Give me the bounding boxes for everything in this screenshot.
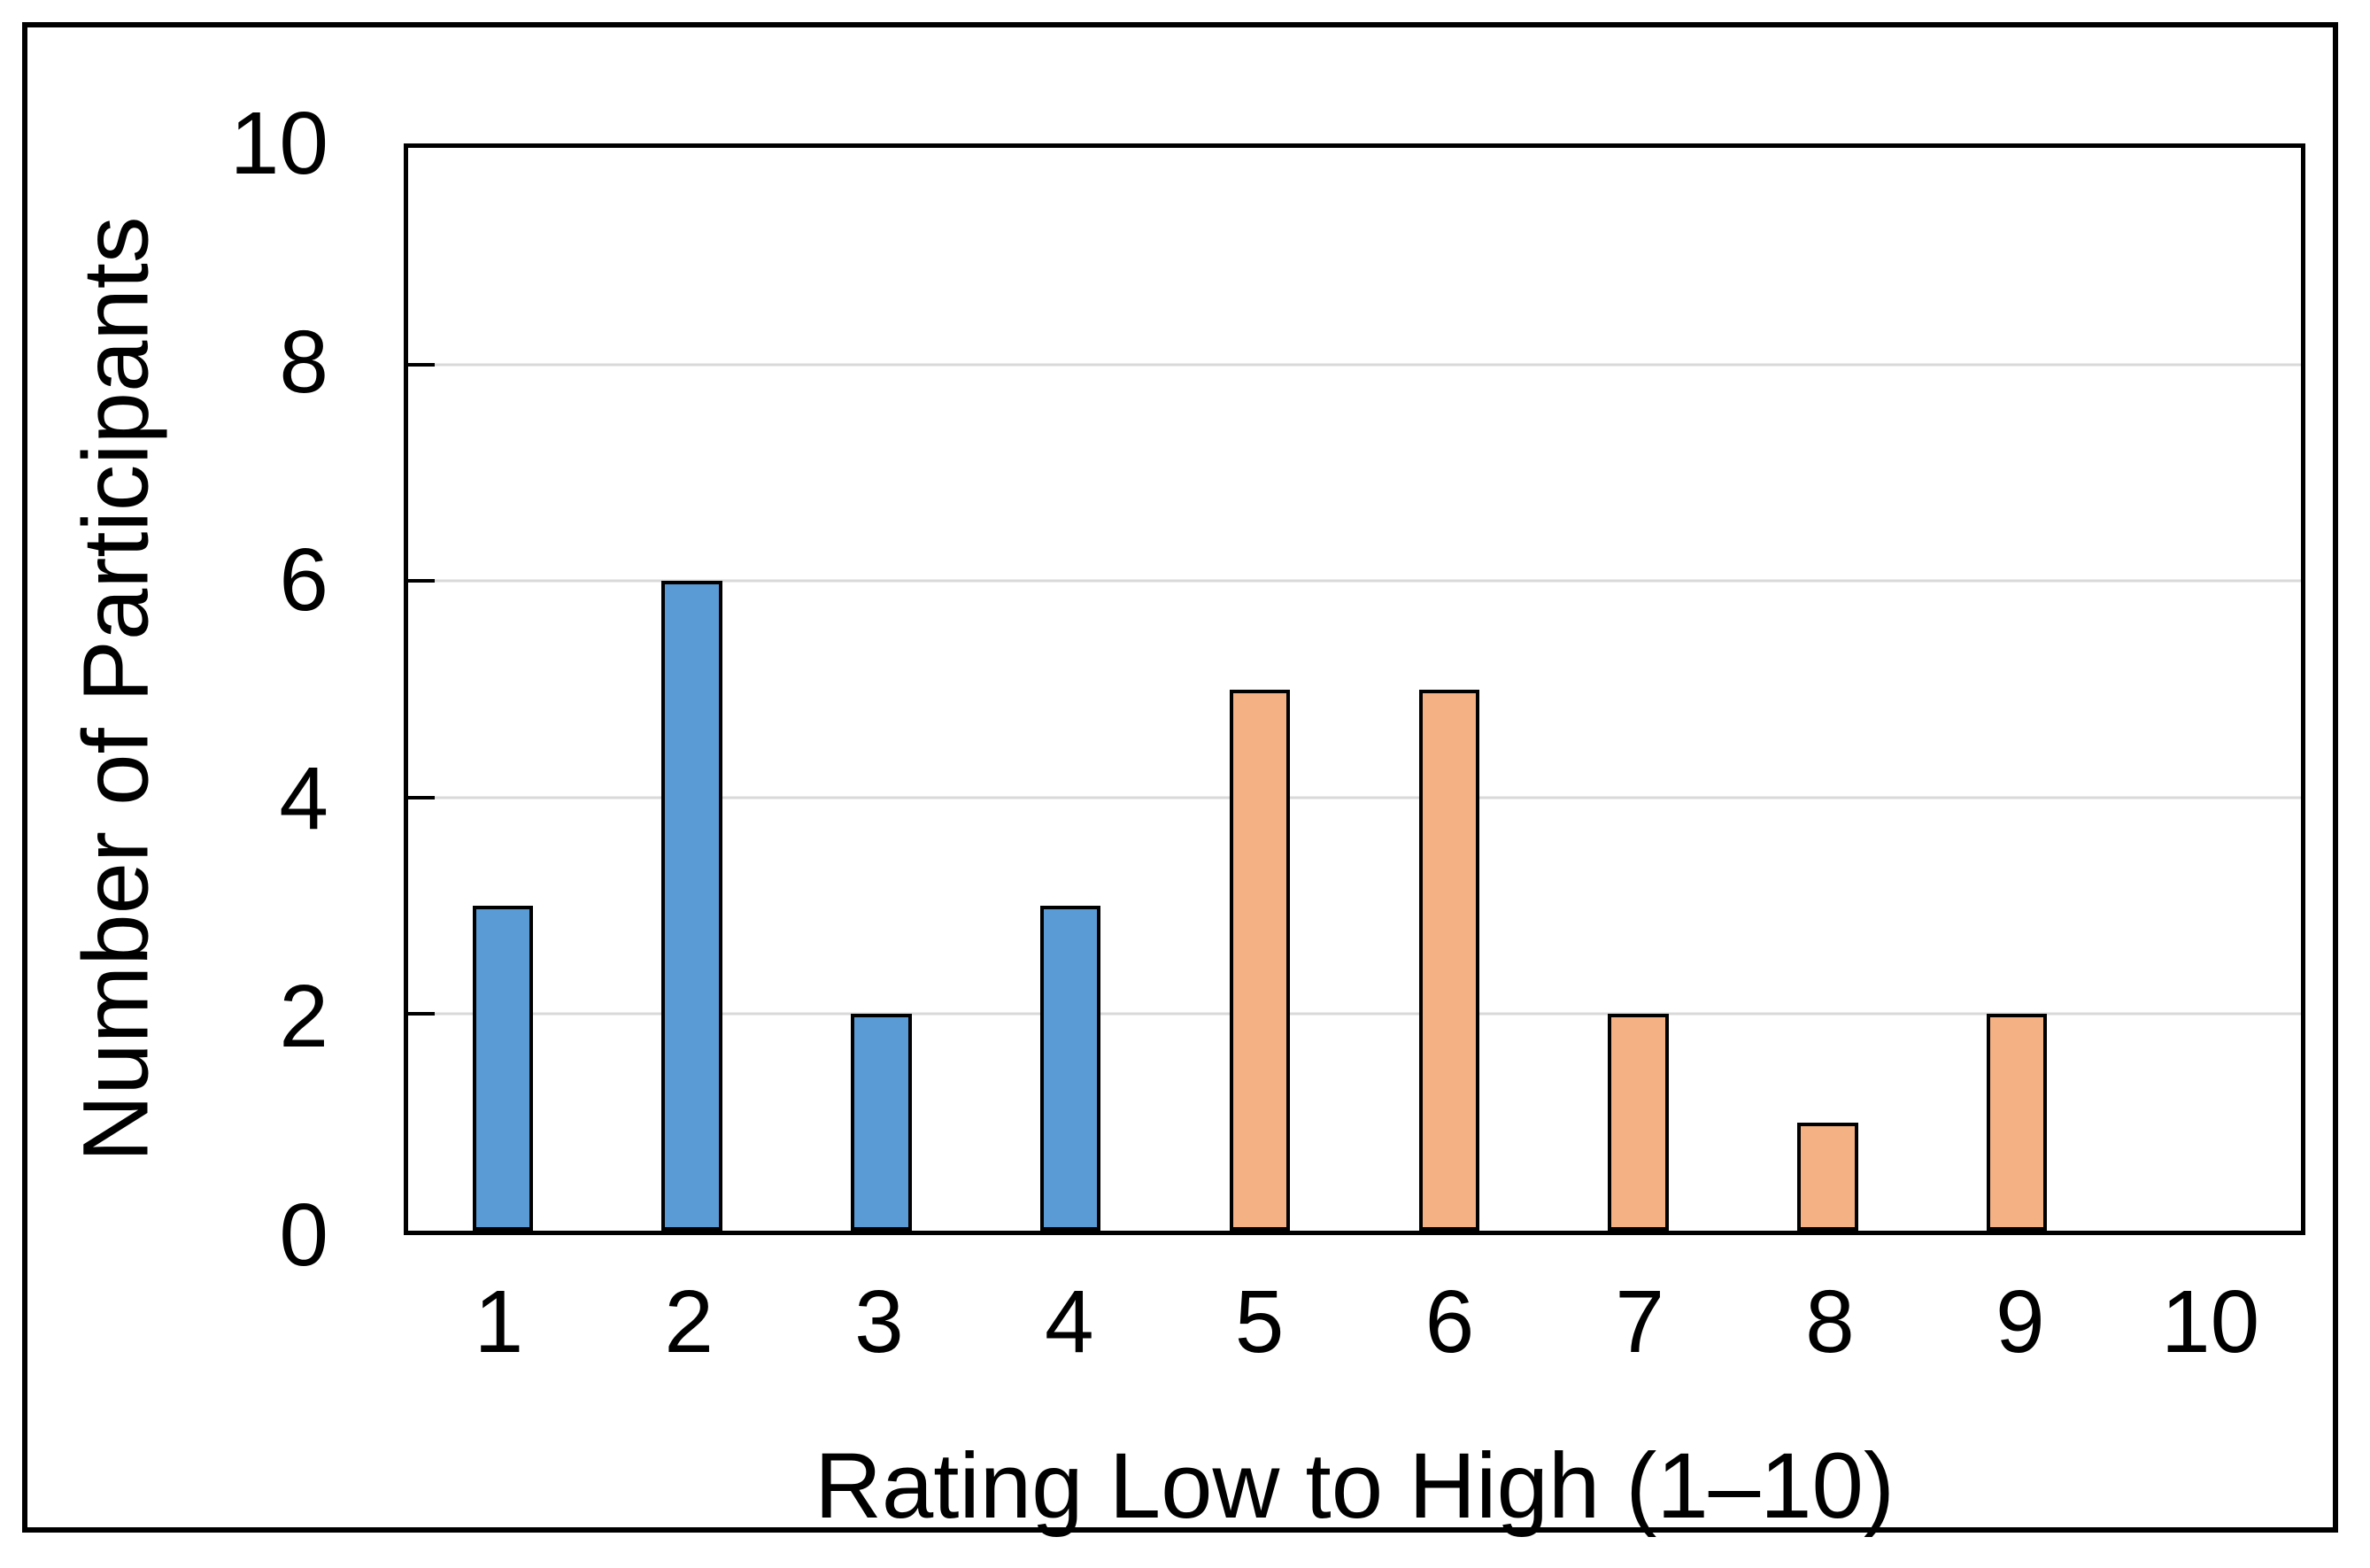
x-tick-label-2: 2 [664,1272,714,1371]
gridline-6 [408,579,2301,583]
y-tick-label-6: 6 [279,530,328,630]
x-tick-label-5: 5 [1234,1272,1285,1371]
x-tick-label-6: 6 [1424,1272,1475,1371]
bar-4 [1040,906,1101,1231]
bars-layer [408,148,2301,1231]
y-tick-label-8: 8 [279,312,328,412]
bar-slot-7 [1544,148,1733,1231]
gridline-2 [408,1012,2301,1016]
x-tick-label-3: 3 [854,1272,904,1371]
bar-8 [1797,1122,1858,1231]
x-tick-label-9: 9 [1995,1272,2045,1371]
x-tick-label-7: 7 [1615,1272,1664,1371]
y-tick-mark-6 [408,579,435,583]
y-axis-title: Number of Participants [64,216,168,1162]
plot-area [404,143,2305,1235]
gridline-4 [408,796,2301,799]
y-tick-label-2: 2 [279,967,328,1067]
bar-slot-8 [1733,148,1923,1231]
y-tick-mark-4 [408,795,435,799]
bar-slot-6 [1355,148,1544,1231]
bar-7 [1608,1014,1669,1231]
y-tick-mark-2 [408,1012,435,1016]
bar-3 [851,1014,912,1231]
y-tick-label-10: 10 [229,94,328,193]
bar-6 [1418,689,1480,1231]
bar-9 [1987,1014,2048,1231]
x-tick-label-8: 8 [1805,1272,1855,1371]
bar-5 [1229,689,1291,1231]
y-tick-label-4: 4 [279,748,328,848]
bar-slot-5 [1165,148,1355,1231]
x-tick-label-4: 4 [1044,1272,1094,1371]
x-tick-label-10: 10 [2160,1272,2260,1371]
bar-slot-4 [976,148,1165,1231]
bar-slot-2 [598,148,787,1231]
bar-slot-1 [408,148,598,1231]
y-axis-tick-labels: 0 2 4 6 8 10 [151,99,328,1279]
x-axis-tick-labels: 1 2 3 4 5 6 7 8 9 10 [404,1269,2305,1375]
bar-slot-3 [787,148,977,1231]
bar-slot-9 [1922,148,2111,1231]
bar-slot-10 [2111,148,2301,1231]
x-tick-label-1: 1 [474,1272,524,1371]
gridline-8 [408,363,2301,367]
bar-2 [661,581,722,1231]
bar-1 [472,906,534,1231]
x-axis-title: Rating Low to High (1–10) [814,1434,1895,1538]
y-tick-mark-8 [408,362,435,367]
y-tick-label-0: 0 [279,1186,328,1285]
